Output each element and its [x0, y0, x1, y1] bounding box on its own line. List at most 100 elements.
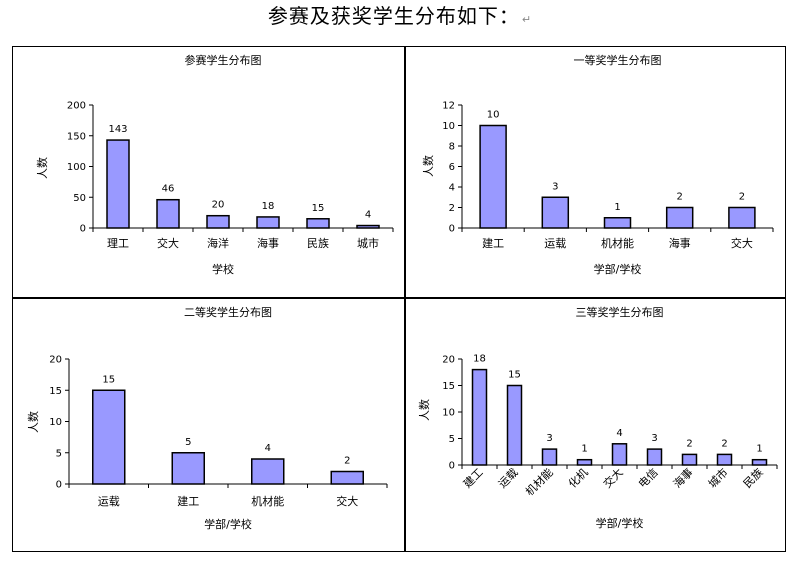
y-tick-label: 12 — [442, 101, 455, 112]
data-label: 2 — [721, 438, 727, 449]
x-category-label: 运载 — [496, 466, 521, 491]
chart-panel-first-prize: 一等奖学生分布图 0 2 4 6 8 10 12 10 建工 3 运载 1 机材能 2 海事 2 交大 学部/学校 人… — [405, 46, 786, 298]
bar-城市 — [356, 224, 380, 229]
bar-建工 — [479, 124, 507, 229]
y-tick-label: 10 — [49, 417, 62, 428]
chart-title: 二等奖学生分布图 — [184, 305, 272, 319]
bar-机材能 — [541, 448, 558, 466]
data-label: 3 — [651, 433, 657, 444]
data-label: 1 — [756, 444, 762, 455]
data-label: 18 — [473, 354, 486, 365]
y-tick-label: 200 — [67, 101, 86, 112]
y-tick-label: 8 — [449, 142, 455, 153]
y-tick-label: 2 — [449, 203, 455, 214]
x-category-label: 海事 — [257, 236, 279, 250]
bar-建工 — [471, 368, 488, 466]
data-label: 1 — [581, 444, 587, 455]
data-label: 143 — [108, 124, 127, 135]
bar-交大 — [611, 443, 628, 466]
y-tick-label: 0 — [449, 224, 455, 235]
data-label: 4 — [365, 210, 371, 221]
bar-机材能 — [251, 458, 285, 485]
x-category-label: 机材能 — [522, 465, 555, 498]
data-label: 2 — [344, 456, 350, 467]
x-category-label: 机材能 — [251, 494, 284, 508]
chart-title: 三等奖学生分布图 — [576, 305, 664, 319]
x-category-label: 机材能 — [601, 236, 634, 250]
y-tick-label: 15 — [442, 381, 455, 392]
y-tick-label: 5 — [56, 448, 62, 459]
x-category-label: 城市 — [357, 236, 379, 250]
data-label: 18 — [262, 201, 275, 212]
y-tick-label: 15 — [49, 386, 62, 397]
chart-panel-third-prize: 三等奖学生分布图 0 5 10 15 20 18 建工 15 运载 3 机材能 1 化机 4 交大 3 电信 2 海事… — [405, 298, 786, 552]
bar-海事 — [256, 216, 280, 229]
y-tick-label: 5 — [449, 434, 455, 445]
data-label: 5 — [185, 437, 191, 448]
y-axis-label: 人数 — [418, 399, 431, 421]
chart-panel-participants: 参赛学生分布图 0 50 100 150 200 143 理工 46 交大 20 海洋 18 海事 15 民族… — [12, 46, 405, 298]
chart-panel-second-prize: 二等奖学生分布图 0 5 10 15 20 15 运载 5 建工 4 机材能 2 交大 学部/学校 人数 — [12, 298, 405, 552]
bar-运载 — [92, 389, 126, 485]
data-label: 15 — [508, 370, 521, 381]
x-category-label: 建工 — [482, 236, 504, 250]
bar-海事 — [665, 206, 694, 229]
data-label: 10 — [487, 110, 500, 121]
chart-title: 一等奖学生分布图 — [574, 53, 662, 67]
page-heading-text: 参赛及获奖学生分布如下： — [267, 4, 520, 28]
x-category-label: 建工 — [460, 465, 485, 490]
y-tick-label: 0 — [80, 224, 86, 235]
bar-海事 — [681, 453, 698, 466]
data-label: 1 — [614, 202, 620, 213]
bar-建工 — [171, 452, 205, 485]
x-axis-label: 学部/学校 — [596, 516, 644, 530]
y-tick-label: 100 — [67, 162, 86, 173]
data-label: 46 — [162, 184, 175, 195]
y-axis-label: 人数 — [27, 411, 40, 433]
bar-运载 — [506, 384, 523, 466]
y-axis-label: 人数 — [36, 157, 49, 179]
x-category-label: 交大 — [731, 236, 753, 250]
data-label: 4 — [616, 428, 622, 439]
data-label: 4 — [265, 443, 271, 454]
bar-交大 — [728, 206, 756, 229]
y-tick-label: 150 — [67, 131, 86, 142]
bar-运载 — [541, 196, 570, 229]
x-category-label: 交大 — [336, 494, 358, 508]
y-tick-label: 6 — [449, 162, 455, 173]
x-category-label: 民族 — [307, 236, 329, 250]
x-category-label: 理工 — [107, 237, 129, 250]
y-axis-label: 人数 — [422, 155, 435, 177]
bar-城市 — [716, 453, 733, 466]
x-category-label: 化机 — [565, 465, 590, 490]
x-category-label: 电信 — [636, 466, 661, 491]
chart-participants: 参赛学生分布图 0 50 100 150 200 143 理工 46 交大 20 海洋 18 海事 15 民族… — [36, 53, 394, 276]
y-tick-label: 4 — [449, 183, 455, 194]
x-category-label: 交大 — [157, 236, 179, 250]
x-category-label: 运载 — [544, 237, 566, 250]
data-label: 20 — [212, 200, 225, 211]
bar-民族 — [751, 458, 768, 466]
bar-交大 — [156, 198, 180, 229]
y-tick-label: 10 — [442, 121, 455, 132]
bar-化机 — [576, 458, 593, 466]
chart-third-prize: 三等奖学生分布图 0 5 10 15 20 18 建工 15 运载 3 机材能 1 化机 4 交大 3 电信 2 海事… — [418, 305, 778, 530]
bar-交大 — [330, 470, 364, 485]
y-tick-label: 0 — [449, 461, 455, 472]
x-axis-label: 学校 — [212, 262, 234, 276]
x-axis-label: 学部/学校 — [594, 262, 642, 276]
y-tick-label: 20 — [442, 355, 455, 366]
x-category-label: 民族 — [740, 465, 765, 490]
y-tick-label: 0 — [56, 480, 62, 491]
y-tick-label: 10 — [442, 408, 455, 419]
return-mark-icon: ↵ — [521, 13, 533, 26]
bar-机材能 — [603, 217, 632, 229]
data-label: 2 — [686, 438, 692, 449]
data-label: 15 — [102, 374, 115, 385]
bar-理工 — [106, 139, 130, 229]
x-category-label: 海事 — [670, 465, 695, 490]
data-label: 2 — [739, 192, 745, 203]
data-label: 3 — [546, 433, 552, 444]
